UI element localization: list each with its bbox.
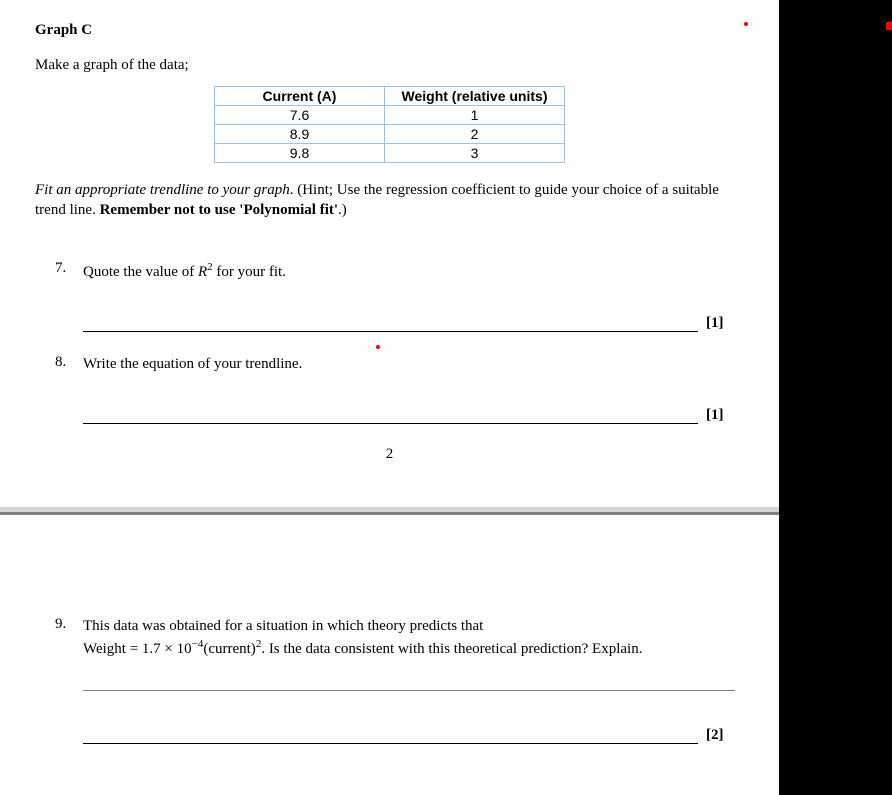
table-header-current: Current (A) [215,87,385,106]
answer-line-row-7: [1] [83,315,744,332]
answer-line [83,331,698,332]
question-text: Quote the value of R2 for your fit. [55,260,744,283]
r-variable: R [198,264,207,280]
question-text: This data was obtained for a situation i… [55,616,857,660]
q9-sup1: −4 [192,638,204,650]
question-list: 7. Quote the value of R2 for your fit. [35,260,744,283]
q9-answer-lines: [2] [83,690,857,744]
table-cell: 1 [385,106,565,125]
question-number: 9. [55,616,66,633]
question-9: 9. This data was obtained for a situatio… [55,616,857,660]
red-dot-marker [376,345,380,349]
instruction-text: Make a graph of the data; [35,57,744,74]
table-cell: 8.9 [215,125,385,144]
divider-dark [0,512,779,515]
question-list: 8. Write the equation of your trendline. [35,354,744,375]
table-cell: 2 [385,125,565,144]
question-number: 8. [55,354,66,371]
right-black-bar [779,0,892,795]
marks-label: [1] [706,315,724,332]
q9-eq-prefix: Weight = 1.7 × 10 [83,641,192,657]
q9-line2-after: . Is the data consistent with this theor… [261,641,642,657]
question-number: 7. [55,260,66,277]
red-marker-icon [886,22,892,30]
page-number: 2 [35,446,744,463]
trendline-italic: Fit an appropriate trendline to your gra… [35,182,290,198]
marks-label: [1] [706,407,724,424]
page-divider [0,507,779,515]
marks-label: [2] [706,727,724,744]
question-8: 8. Write the equation of your trendline. [55,354,744,375]
page-2-content: 9. This data was obtained for a situatio… [35,616,857,744]
table-row: 7.6 1 [215,106,565,125]
answer-line [83,743,698,744]
q9-eq-mid: (current) [203,641,255,657]
table-cell: 3 [385,144,565,163]
table-row: 8.9 2 [215,125,565,144]
table-row: 9.8 3 [215,144,565,163]
q7-text-before: Quote the value of [83,264,198,280]
data-table: Current (A) Weight (relative units) 7.6 … [214,86,565,163]
trendline-instruction: Fit an appropriate trendline to your gra… [35,181,744,220]
table-cell: 7.6 [215,106,385,125]
answer-line-row-8: [1] [83,407,744,424]
q9-line1: This data was obtained for a situation i… [83,618,483,634]
question-text: Write the equation of your trendline. [55,354,744,375]
trendline-bold: Remember not to use 'Polynomial fit' [100,202,338,218]
answer-line-row [83,690,857,691]
answer-line-row: [2] [83,727,857,744]
table-cell: 9.8 [215,144,385,163]
q7-text-after: for your fit. [213,264,286,280]
trendline-end: .) [338,202,347,218]
answer-line [83,423,698,424]
answer-line [83,690,735,691]
graph-title: Graph C [35,22,744,39]
table-header-weight: Weight (relative units) [385,87,565,106]
question-7: 7. Quote the value of R2 for your fit. [55,260,744,283]
red-dot-marker [744,22,748,26]
question-list: 9. This data was obtained for a situatio… [35,616,857,660]
